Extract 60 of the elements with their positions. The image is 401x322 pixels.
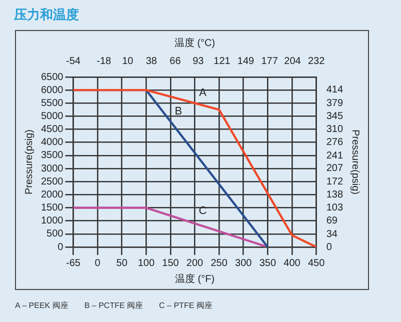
x-tick-label: 200 [186,258,204,269]
y-tick-label: 4000 [40,137,64,148]
text: C – PTFE 阀座 [159,300,212,311]
y2-tick-label: 379 [326,98,344,109]
y-tick-label: 2000 [40,189,64,200]
x-tick-label: -65 [66,258,81,269]
y2-tick-label: 138 [326,189,344,200]
y-axis-title: Pressure(psig) [24,129,35,195]
annotation: C [198,204,207,217]
x2-axis-title: 温度 (°C) [174,36,216,49]
x2-tick-label: 93 [192,56,204,67]
x2-tick-label: -18 [96,56,112,67]
x-tick-label: 450 [308,258,326,269]
x2-tick-label: 121 [214,56,231,67]
y2-tick-label: 172 [326,176,344,188]
y2-tick-label: 0 [326,242,332,253]
x2-tick-label: 204 [284,56,302,67]
x-tick-label: 150 [162,258,180,269]
y-tick-label: 6500 [40,72,64,83]
y2-tick-label: 207 [326,163,344,174]
y2-tick-label: 241 [326,150,344,162]
chart-title: 压力和温度 [14,6,79,24]
y-tick-label: 1500 [40,202,64,214]
x2-tick-label: -54 [66,56,81,67]
text: A – PEEK 阀座 [15,300,68,311]
y-tick-label: 500 [46,228,64,240]
y-tick-label: 5000 [40,110,64,122]
y2-tick-label: 310 [326,124,344,136]
annotation: A [199,87,208,100]
x2-tick-label: 10 [122,56,134,67]
y2-tick-label: 414 [326,84,344,96]
x-tick-label: 0 [94,258,101,269]
y-tick-label: 3500 [40,150,64,162]
y-tick-label: 0 [58,242,64,253]
y-tick-label: 6000 [40,84,64,96]
y-tick-label: 2500 [40,176,64,188]
x-axis-title: 温度 (°F) [175,272,215,285]
x2-tick-label: 38 [146,56,158,67]
y-tick-label: 1000 [40,216,64,227]
x2-tick-label: 232 [308,56,326,67]
y2-tick-label: 69 [326,216,338,227]
x2-tick-label: 66 [170,56,182,67]
x-tick-label: 350 [259,258,276,269]
y2-tick-label: 276 [326,137,344,148]
y-tick-label: 4500 [40,124,64,136]
text: B – PCTFE 阀座 [84,300,144,311]
x2-tick-label: 149 [237,56,255,67]
y2-tick-label: 345 [326,110,344,122]
x-tick-label: 100 [138,258,155,269]
y2-tick-label: 103 [326,202,344,214]
x-tick-label: 400 [284,258,301,269]
y2-tick-label: 34 [326,228,338,240]
y2-axis-title: Pressure(psig) [349,129,360,195]
x2-tick-label: 177 [261,56,278,67]
annotation: B [174,105,182,118]
y-tick-label: 5500 [40,98,64,109]
x-tick-label: 300 [235,258,252,269]
x-tick-label: 50 [116,258,128,269]
x-tick-label: 250 [210,258,228,269]
y-tick-label: 3000 [40,163,64,174]
